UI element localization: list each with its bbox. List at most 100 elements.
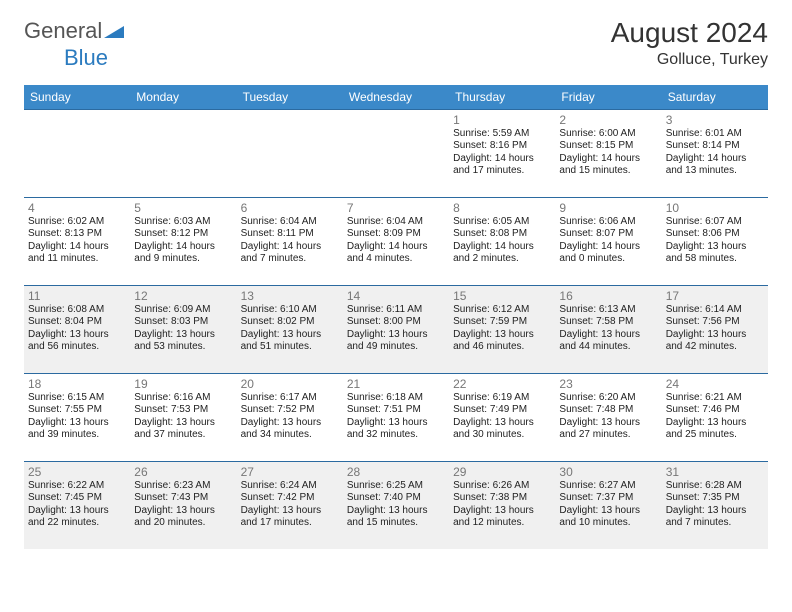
calendar-table: SundayMondayTuesdayWednesdayThursdayFrid…: [24, 85, 768, 550]
day-cell: 23Sunrise: 6:20 AMSunset: 7:48 PMDayligh…: [555, 373, 661, 461]
title-block: August 2024 Golluce, Turkey: [611, 18, 768, 69]
day-info: Sunrise: 6:23 AMSunset: 7:43 PMDaylight:…: [134, 480, 232, 530]
day-number: 25: [28, 465, 126, 479]
day-info: Sunrise: 6:01 AMSunset: 8:14 PMDaylight:…: [666, 128, 764, 178]
day-number: 30: [559, 465, 657, 479]
day-info: Sunrise: 6:10 AMSunset: 8:02 PMDaylight:…: [241, 304, 339, 354]
day-number: 24: [666, 377, 764, 391]
day-cell: 20Sunrise: 6:17 AMSunset: 7:52 PMDayligh…: [237, 373, 343, 461]
week-row: 18Sunrise: 6:15 AMSunset: 7:55 PMDayligh…: [24, 373, 768, 461]
day-info: Sunrise: 6:17 AMSunset: 7:52 PMDaylight:…: [241, 392, 339, 442]
day-cell: 21Sunrise: 6:18 AMSunset: 7:51 PMDayligh…: [343, 373, 449, 461]
day-header: Tuesday: [237, 85, 343, 110]
day-info: Sunrise: 6:21 AMSunset: 7:46 PMDaylight:…: [666, 392, 764, 442]
day-cell: 16Sunrise: 6:13 AMSunset: 7:58 PMDayligh…: [555, 285, 661, 373]
day-number: 13: [241, 289, 339, 303]
calendar-page: General August 2024 Golluce, Turkey Blue…: [0, 0, 792, 549]
day-cell: 14Sunrise: 6:11 AMSunset: 8:00 PMDayligh…: [343, 285, 449, 373]
day-cell: 25Sunrise: 6:22 AMSunset: 7:45 PMDayligh…: [24, 461, 130, 549]
day-number: 2: [559, 113, 657, 127]
day-cell: 8Sunrise: 6:05 AMSunset: 8:08 PMDaylight…: [449, 197, 555, 285]
day-cell: 28Sunrise: 6:25 AMSunset: 7:40 PMDayligh…: [343, 461, 449, 549]
day-info: Sunrise: 6:02 AMSunset: 8:13 PMDaylight:…: [28, 216, 126, 266]
day-cell: [130, 109, 236, 197]
day-cell: 13Sunrise: 6:10 AMSunset: 8:02 PMDayligh…: [237, 285, 343, 373]
day-number: 8: [453, 201, 551, 215]
day-info: Sunrise: 6:08 AMSunset: 8:04 PMDaylight:…: [28, 304, 126, 354]
brand-logo: General: [24, 18, 126, 44]
day-number: 5: [134, 201, 232, 215]
day-number: 21: [347, 377, 445, 391]
day-info: Sunrise: 6:25 AMSunset: 7:40 PMDaylight:…: [347, 480, 445, 530]
day-number: 3: [666, 113, 764, 127]
day-number: 29: [453, 465, 551, 479]
day-cell: [343, 109, 449, 197]
day-number: 4: [28, 201, 126, 215]
day-number: 20: [241, 377, 339, 391]
day-cell: [237, 109, 343, 197]
day-info: Sunrise: 6:22 AMSunset: 7:45 PMDaylight:…: [28, 480, 126, 530]
day-info: Sunrise: 6:00 AMSunset: 8:15 PMDaylight:…: [559, 128, 657, 178]
day-info: Sunrise: 6:04 AMSunset: 8:09 PMDaylight:…: [347, 216, 445, 266]
day-header: Monday: [130, 85, 236, 110]
day-info: Sunrise: 6:26 AMSunset: 7:38 PMDaylight:…: [453, 480, 551, 530]
day-number: 23: [559, 377, 657, 391]
day-number: 19: [134, 377, 232, 391]
day-cell: 22Sunrise: 6:19 AMSunset: 7:49 PMDayligh…: [449, 373, 555, 461]
week-row: 4Sunrise: 6:02 AMSunset: 8:13 PMDaylight…: [24, 197, 768, 285]
month-title: August 2024: [611, 18, 768, 49]
brand-text-1: General: [24, 18, 102, 44]
day-header: Wednesday: [343, 85, 449, 110]
day-info: Sunrise: 6:28 AMSunset: 7:35 PMDaylight:…: [666, 480, 764, 530]
day-header-row: SundayMondayTuesdayWednesdayThursdayFrid…: [24, 85, 768, 110]
calendar-head: SundayMondayTuesdayWednesdayThursdayFrid…: [24, 85, 768, 110]
day-info: Sunrise: 6:20 AMSunset: 7:48 PMDaylight:…: [559, 392, 657, 442]
day-info: Sunrise: 6:18 AMSunset: 7:51 PMDaylight:…: [347, 392, 445, 442]
day-info: Sunrise: 6:24 AMSunset: 7:42 PMDaylight:…: [241, 480, 339, 530]
day-cell: 26Sunrise: 6:23 AMSunset: 7:43 PMDayligh…: [130, 461, 236, 549]
location-label: Golluce, Turkey: [611, 51, 768, 69]
day-cell: 27Sunrise: 6:24 AMSunset: 7:42 PMDayligh…: [237, 461, 343, 549]
day-number: 28: [347, 465, 445, 479]
day-number: 12: [134, 289, 232, 303]
day-info: Sunrise: 6:12 AMSunset: 7:59 PMDaylight:…: [453, 304, 551, 354]
day-info: Sunrise: 6:16 AMSunset: 7:53 PMDaylight:…: [134, 392, 232, 442]
day-info: Sunrise: 6:13 AMSunset: 7:58 PMDaylight:…: [559, 304, 657, 354]
day-info: Sunrise: 6:03 AMSunset: 8:12 PMDaylight:…: [134, 216, 232, 266]
week-row: 1Sunrise: 5:59 AMSunset: 8:16 PMDaylight…: [24, 109, 768, 197]
day-info: Sunrise: 6:19 AMSunset: 7:49 PMDaylight:…: [453, 392, 551, 442]
day-cell: 29Sunrise: 6:26 AMSunset: 7:38 PMDayligh…: [449, 461, 555, 549]
week-row: 25Sunrise: 6:22 AMSunset: 7:45 PMDayligh…: [24, 461, 768, 549]
day-number: 9: [559, 201, 657, 215]
day-info: Sunrise: 6:06 AMSunset: 8:07 PMDaylight:…: [559, 216, 657, 266]
day-header: Friday: [555, 85, 661, 110]
day-cell: 5Sunrise: 6:03 AMSunset: 8:12 PMDaylight…: [130, 197, 236, 285]
day-number: 11: [28, 289, 126, 303]
day-info: Sunrise: 6:15 AMSunset: 7:55 PMDaylight:…: [28, 392, 126, 442]
day-number: 7: [347, 201, 445, 215]
day-cell: 24Sunrise: 6:21 AMSunset: 7:46 PMDayligh…: [662, 373, 768, 461]
day-cell: 11Sunrise: 6:08 AMSunset: 8:04 PMDayligh…: [24, 285, 130, 373]
day-cell: 12Sunrise: 6:09 AMSunset: 8:03 PMDayligh…: [130, 285, 236, 373]
day-info: Sunrise: 6:05 AMSunset: 8:08 PMDaylight:…: [453, 216, 551, 266]
week-row: 11Sunrise: 6:08 AMSunset: 8:04 PMDayligh…: [24, 285, 768, 373]
day-number: 16: [559, 289, 657, 303]
day-number: 18: [28, 377, 126, 391]
day-cell: 4Sunrise: 6:02 AMSunset: 8:13 PMDaylight…: [24, 197, 130, 285]
day-cell: 10Sunrise: 6:07 AMSunset: 8:06 PMDayligh…: [662, 197, 768, 285]
day-number: 1: [453, 113, 551, 127]
day-cell: 19Sunrise: 6:16 AMSunset: 7:53 PMDayligh…: [130, 373, 236, 461]
day-cell: 3Sunrise: 6:01 AMSunset: 8:14 PMDaylight…: [662, 109, 768, 197]
day-number: 6: [241, 201, 339, 215]
day-info: Sunrise: 6:09 AMSunset: 8:03 PMDaylight:…: [134, 304, 232, 354]
day-cell: 9Sunrise: 6:06 AMSunset: 8:07 PMDaylight…: [555, 197, 661, 285]
day-info: Sunrise: 6:14 AMSunset: 7:56 PMDaylight:…: [666, 304, 764, 354]
day-number: 22: [453, 377, 551, 391]
day-info: Sunrise: 6:27 AMSunset: 7:37 PMDaylight:…: [559, 480, 657, 530]
day-cell: 7Sunrise: 6:04 AMSunset: 8:09 PMDaylight…: [343, 197, 449, 285]
brand-text-2: Blue: [64, 45, 108, 70]
day-number: 14: [347, 289, 445, 303]
day-info: Sunrise: 5:59 AMSunset: 8:16 PMDaylight:…: [453, 128, 551, 178]
day-cell: 6Sunrise: 6:04 AMSunset: 8:11 PMDaylight…: [237, 197, 343, 285]
day-header: Saturday: [662, 85, 768, 110]
